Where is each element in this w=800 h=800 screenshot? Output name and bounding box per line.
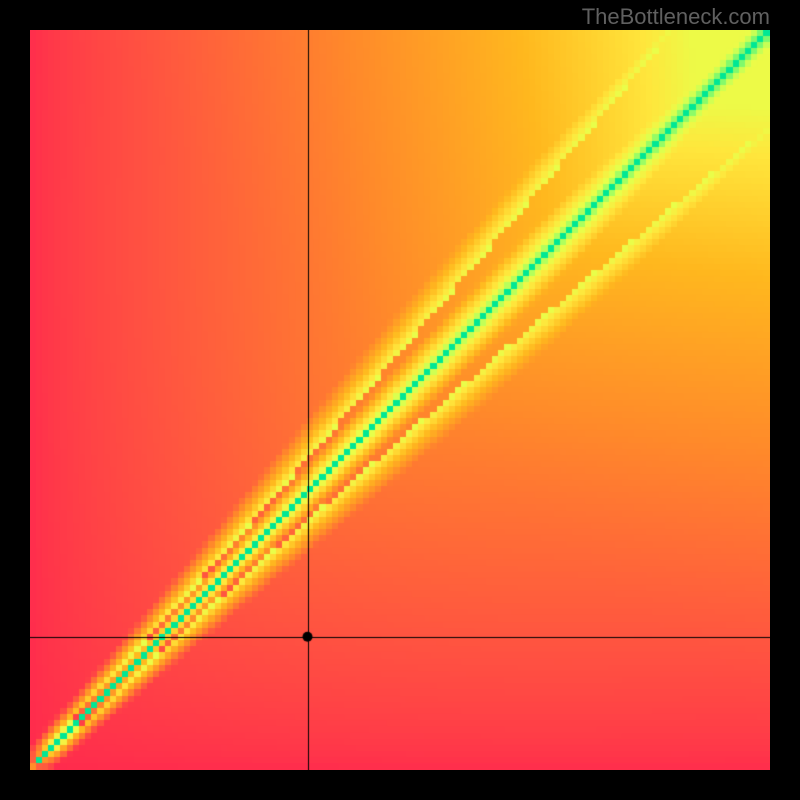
chart-container: TheBottleneck.com	[0, 0, 800, 800]
bottleneck-heatmap	[30, 30, 770, 770]
watermark-text: TheBottleneck.com	[582, 4, 770, 30]
